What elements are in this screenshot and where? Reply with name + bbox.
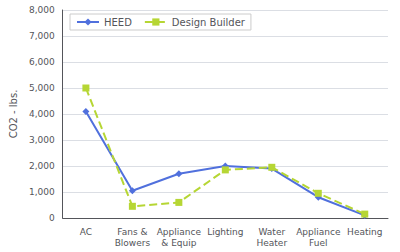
svg-text:5,000: 5,000 — [29, 83, 55, 93]
svg-text:Blowers: Blowers — [115, 238, 151, 248]
svg-text:Heater: Heater — [257, 238, 288, 248]
svg-text:Water: Water — [259, 227, 286, 237]
svg-text:2,000: 2,000 — [29, 161, 55, 171]
svg-text:7,000: 7,000 — [29, 31, 55, 41]
svg-text:& Equip: & Equip — [161, 238, 196, 248]
svg-text:HEED: HEED — [104, 17, 132, 28]
svg-text:0: 0 — [49, 213, 55, 223]
svg-text:Fans &: Fans & — [117, 227, 147, 237]
svg-text:Appliance: Appliance — [157, 227, 202, 237]
svg-text:Design Builder: Design Builder — [172, 17, 246, 28]
svg-text:AC: AC — [80, 227, 92, 237]
svg-text:3,000: 3,000 — [29, 135, 55, 145]
svg-text:CO2 - lbs.: CO2 - lbs. — [8, 90, 19, 139]
svg-text:4,000: 4,000 — [29, 109, 55, 119]
svg-text:Fuel: Fuel — [309, 238, 327, 248]
svg-text:Lighting: Lighting — [207, 227, 243, 237]
svg-text:Heating: Heating — [347, 227, 382, 237]
svg-text:1,000: 1,000 — [29, 187, 55, 197]
svg-text:8,000: 8,000 — [29, 5, 55, 15]
svg-text:6,000: 6,000 — [29, 57, 55, 67]
svg-text:Appliance: Appliance — [296, 227, 341, 237]
